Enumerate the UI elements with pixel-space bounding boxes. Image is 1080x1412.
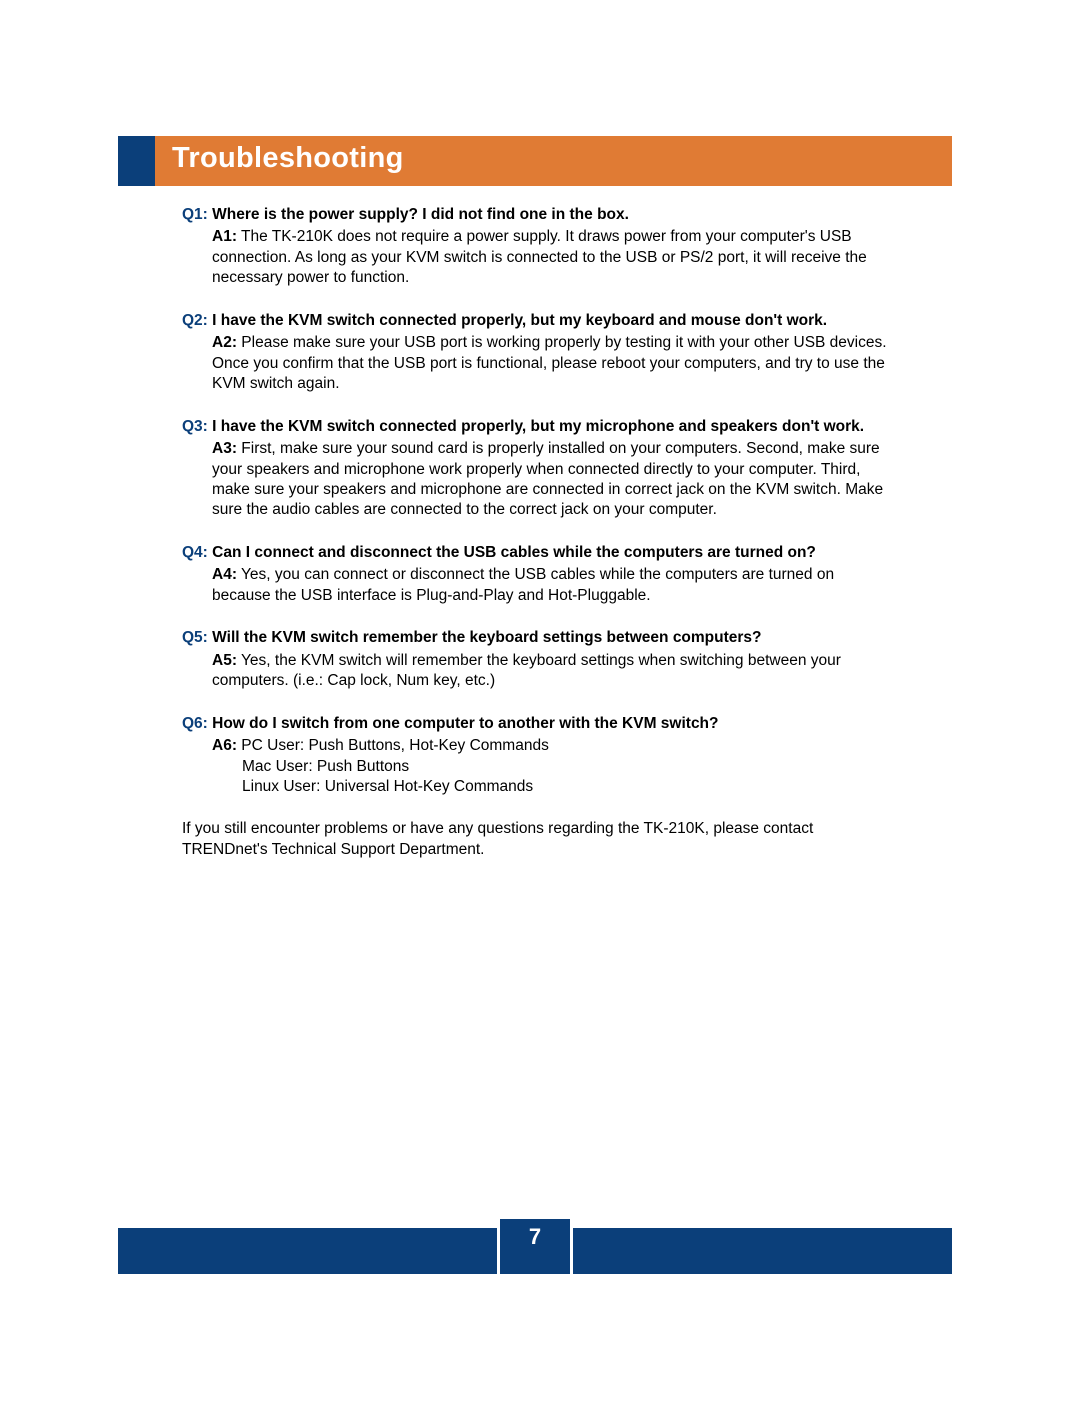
page-number: 7	[529, 1224, 541, 1250]
qa-item-4: Q4: Can I connect and disconnect the USB…	[182, 543, 894, 606]
footer-note: If you still encounter problems or have …	[182, 819, 894, 860]
question-line: Q5: Will the KVM switch remember the key…	[182, 628, 894, 648]
answer-text: Yes, the KVM switch will remember the ke…	[212, 652, 841, 689]
question-text: How do I switch from one computer to ano…	[208, 715, 719, 732]
question-text: Where is the power supply? I did not fin…	[208, 206, 629, 223]
question-text: Can I connect and disconnect the USB cab…	[208, 544, 816, 561]
question-code: Q1:	[182, 206, 208, 223]
qa-item-5: Q5: Will the KVM switch remember the key…	[182, 628, 894, 691]
answer-line-2: Mac User: Push Buttons	[212, 757, 894, 777]
question-code: Q5:	[182, 629, 208, 646]
answer-code: A4:	[212, 566, 237, 583]
qa-item-1: Q1: Where is the power supply? I did not…	[182, 205, 894, 289]
answer-code: A5:	[212, 652, 237, 669]
page-number-badge: 7	[500, 1216, 570, 1254]
answer-text: Yes, you can connect or disconnect the U…	[212, 566, 834, 603]
question-code: Q2:	[182, 312, 208, 329]
question-code: Q4:	[182, 544, 208, 561]
answer-block: A5: Yes, the KVM switch will remember th…	[182, 651, 894, 692]
answer-code: A6:	[212, 737, 237, 754]
question-text: I have the KVM switch connected properly…	[208, 418, 864, 435]
question-text: I have the KVM switch connected properly…	[208, 312, 827, 329]
answer-text: Please make sure your USB port is workin…	[212, 334, 887, 392]
answer-code: A2:	[212, 334, 237, 351]
question-text: Will the KVM switch remember the keyboar…	[208, 629, 762, 646]
content-region: Q1: Where is the power supply? I did not…	[182, 205, 894, 860]
qa-item-6: Q6: How do I switch from one computer to…	[182, 714, 894, 798]
qa-item-2: Q2: I have the KVM switch connected prop…	[182, 311, 894, 395]
answer-code: A1:	[212, 228, 237, 245]
question-line: Q3: I have the KVM switch connected prop…	[182, 417, 894, 437]
question-line: Q1: Where is the power supply? I did not…	[182, 205, 894, 225]
answer-code: A3:	[212, 440, 237, 457]
header-accent	[118, 136, 155, 186]
answer-block: A4: Yes, you can connect or disconnect t…	[182, 565, 894, 606]
document-page: Troubleshooting Q1: Where is the power s…	[0, 0, 1080, 1412]
answer-line-3: Linux User: Universal Hot-Key Commands	[212, 777, 894, 797]
answer-text: The TK-210K does not require a power sup…	[212, 228, 867, 286]
question-code: Q3:	[182, 418, 208, 435]
answer-block: A6: PC User: Push Buttons, Hot-Key Comma…	[182, 736, 894, 797]
question-code: Q6:	[182, 715, 208, 732]
answer-block: A1: The TK-210K does not require a power…	[182, 227, 894, 288]
question-line: Q6: How do I switch from one computer to…	[182, 714, 894, 734]
question-line: Q2: I have the KVM switch connected prop…	[182, 311, 894, 331]
qa-item-3: Q3: I have the KVM switch connected prop…	[182, 417, 894, 521]
question-line: Q4: Can I connect and disconnect the USB…	[182, 543, 894, 563]
answer-block: A2: Please make sure your USB port is wo…	[182, 333, 894, 394]
answer-line-1: PC User: Push Buttons, Hot-Key Commands	[237, 737, 549, 754]
answer-text: First, make sure your sound card is prop…	[212, 440, 883, 518]
answer-block: A3: First, make sure your sound card is …	[182, 439, 894, 521]
page-title: Troubleshooting	[172, 142, 404, 175]
